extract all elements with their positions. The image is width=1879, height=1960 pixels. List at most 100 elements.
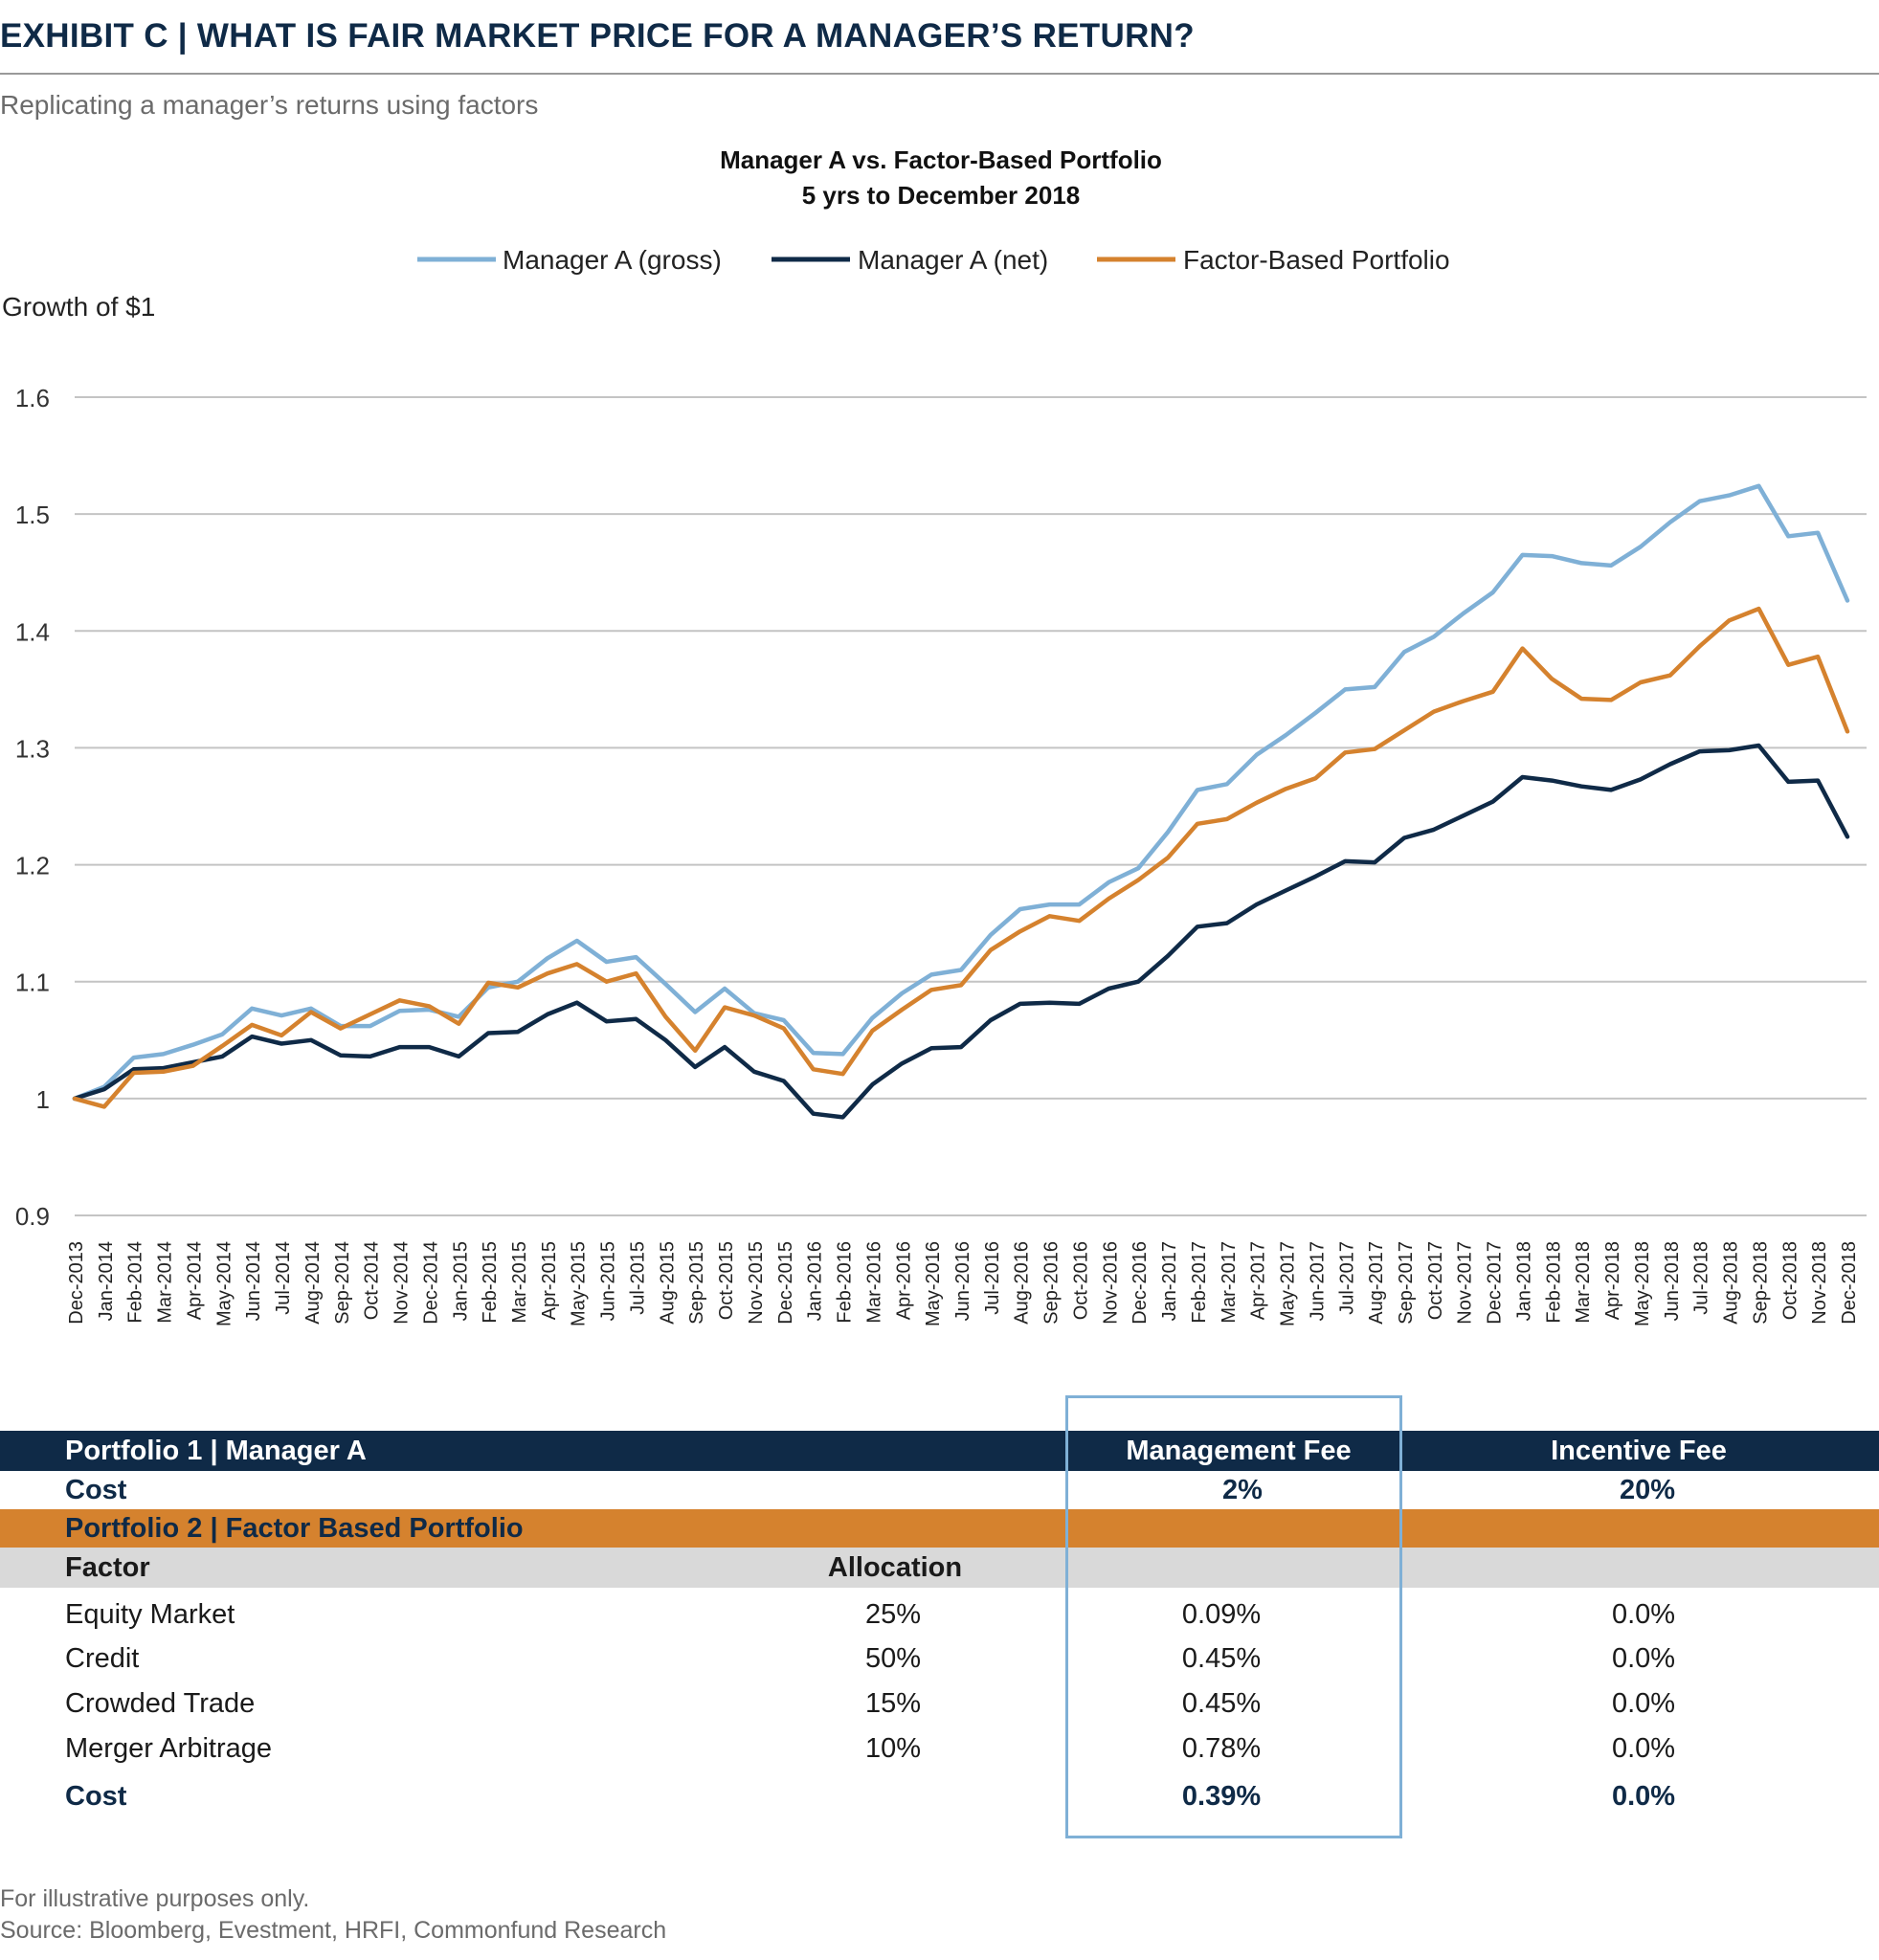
x-tick-label: Nov-2018 [1809,1241,1830,1325]
y-tick-label: 1.6 [15,384,50,412]
x-tick-label: Oct-2016 [1070,1241,1091,1320]
y-tick-label: 1.4 [15,617,50,646]
x-tick-label: Oct-2017 [1425,1241,1446,1320]
x-tick-label: Jul-2015 [627,1241,648,1315]
y-axis-label: Growth of $1 [2,292,155,322]
gridlines [75,396,1867,1216]
factor-mgmt-fee: 0.45% [1181,1643,1262,1674]
y-tick-label: 1.5 [15,501,50,529]
y-tick-label: 0.9 [15,1202,50,1231]
footnote-illustrative: For illustrative purposes only. [0,1885,310,1912]
x-tick-label: Aug-2016 [1012,1241,1033,1325]
x-tick-label: Feb-2018 [1543,1241,1564,1324]
incentive-fee-header: Incentive Fee [1551,1436,1727,1466]
x-tick-label: Aug-2015 [657,1241,678,1325]
x-tick-label: Feb-2015 [480,1241,501,1324]
x-tick-label: Dec-2013 [66,1241,87,1325]
factor-row: Merger Arbitrage 10% 0.78% 0.0% [0,1727,1879,1771]
management-fee-highlight-box [1065,1395,1402,1838]
factor-incentive-fee: 0.0% [1611,1688,1676,1719]
factor-row: Equity Market 25% 0.09% 0.0% [0,1593,1879,1637]
x-tick-label: Nov-2017 [1455,1241,1476,1325]
footnote-source: Source: Bloomberg, Evestment, HRFI, Comm… [0,1917,667,1944]
x-tick-label: Mar-2018 [1573,1241,1594,1324]
portfolio1-cost-mgmt: 2% [1222,1475,1263,1505]
factor-incentive-fee: 0.0% [1611,1599,1676,1630]
factor-row: Crowded Trade 15% 0.45% 0.0% [0,1682,1879,1726]
x-tick-label: Jun-2017 [1307,1241,1328,1321]
x-tick-label: Dec-2014 [420,1241,441,1325]
x-tick-label: Oct-2018 [1779,1241,1801,1320]
x-tick-label: Apr-2014 [184,1241,205,1320]
chart-title: Manager A vs. Factor-Based Portfolio [720,145,1162,174]
chart-subtitle: 5 yrs to December 2018 [802,181,1081,210]
x-tick-label: Jun-2014 [243,1241,264,1321]
x-tick-label: Jun-2016 [952,1241,973,1321]
x-tick-label: Apr-2017 [1248,1241,1269,1320]
x-tick-label: Sep-2014 [332,1241,353,1325]
portfolio2-label: Portfolio 2 | Factor Based Portfolio [65,1513,524,1544]
y-tick-label: 1 [36,1085,50,1114]
x-tick-label: Jul-2014 [273,1241,294,1315]
x-tick-label: Sep-2015 [686,1241,707,1325]
x-tick-label: Jan-2016 [805,1241,826,1321]
x-tick-label: Sep-2016 [1041,1241,1063,1325]
legend-label-factor: Factor-Based Portfolio [1183,245,1450,275]
y-tick-label: 1.2 [15,852,50,880]
portfolio2-cost-label: Cost [65,1781,127,1812]
legend-label-net: Manager A (net) [858,245,1048,275]
portfolio1-header-row: Portfolio 1 | Manager A Management Fee I… [0,1431,1879,1471]
management-fee-header: Management Fee [1126,1436,1352,1466]
x-tick-label: Mar-2014 [155,1241,176,1324]
factor-name: Equity Market [65,1599,235,1630]
x-tick-label: May-2017 [1278,1241,1299,1326]
x-tick-label: Dec-2018 [1839,1241,1860,1325]
fee-table: Portfolio 1 | Manager A Management Fee I… [0,1392,1879,1828]
x-tick-label: Dec-2017 [1485,1241,1506,1325]
factor-mgmt-fee: 0.45% [1181,1688,1262,1719]
x-tick-label: Apr-2018 [1602,1241,1623,1320]
chart-legend: Manager A (gross) Manager A (net) Factor… [417,245,1450,275]
portfolio2-cost-mgmt: 0.39% [1181,1781,1262,1812]
x-tick-label: Sep-2018 [1750,1241,1771,1325]
x-tick-label: May-2018 [1632,1241,1653,1326]
x-tick-label: Nov-2015 [746,1241,767,1325]
y-tick-label: 1.3 [15,734,50,763]
x-tick-label: Feb-2017 [1189,1241,1210,1324]
series-line-0 [72,483,1850,1102]
factor-allocation: 10% [864,1733,922,1764]
x-tick-label: Jul-2016 [982,1241,1003,1315]
legend-label-gross: Manager A (gross) [503,245,722,275]
x-tick-label: Jan-2017 [1159,1241,1180,1321]
x-tick-label: Nov-2014 [391,1241,413,1325]
portfolio2-header-row: Portfolio 2 | Factor Based Portfolio [0,1509,1879,1548]
x-tick-label: Aug-2014 [302,1241,324,1325]
x-tick-label: Jan-2015 [450,1241,471,1321]
x-tick-label: Jan-2018 [1513,1241,1534,1321]
chart-canvas: Manager A vs. Factor-Based Portfolio 5 y… [2,145,1867,1326]
factor-name: Merger Arbitrage [65,1733,272,1764]
x-tick-label: May-2016 [923,1241,944,1326]
x-tick-label: May-2015 [569,1241,590,1326]
factor-name: Credit [65,1643,140,1674]
x-tick-label: Jun-2018 [1662,1241,1683,1321]
x-tick-label: Apr-2016 [893,1241,914,1320]
title-divider [0,73,1879,75]
exhibit-title: EXHIBIT C | WHAT IS FAIR MARKET PRICE FO… [0,17,1195,55]
factor-allocation: 50% [864,1643,922,1674]
x-tick-label: Oct-2014 [362,1241,383,1320]
x-tick-label: Jul-2018 [1691,1241,1712,1315]
exhibit-subtitle: Replicating a manager’s returns using fa… [0,90,539,120]
factor-mgmt-fee: 0.78% [1181,1733,1262,1764]
x-tick-label: Jun-2015 [598,1241,619,1321]
x-tick-label: Apr-2015 [539,1241,560,1320]
x-tick-label: Aug-2017 [1366,1241,1387,1325]
series-lines [72,483,1850,1120]
portfolio1-cost-row: Cost 2% 20% [0,1471,1879,1509]
x-tick-label: Jul-2017 [1336,1241,1357,1315]
factor-allocation: 25% [864,1599,922,1630]
factor-name: Crowded Trade [65,1688,256,1719]
y-tick-labels: 0.9 1 1.1 1.2 1.3 1.4 1.5 1.6 [15,384,50,1231]
x-tick-label: Mar-2017 [1219,1241,1240,1324]
factor-row: Credit 50% 0.45% 0.0% [0,1637,1879,1682]
